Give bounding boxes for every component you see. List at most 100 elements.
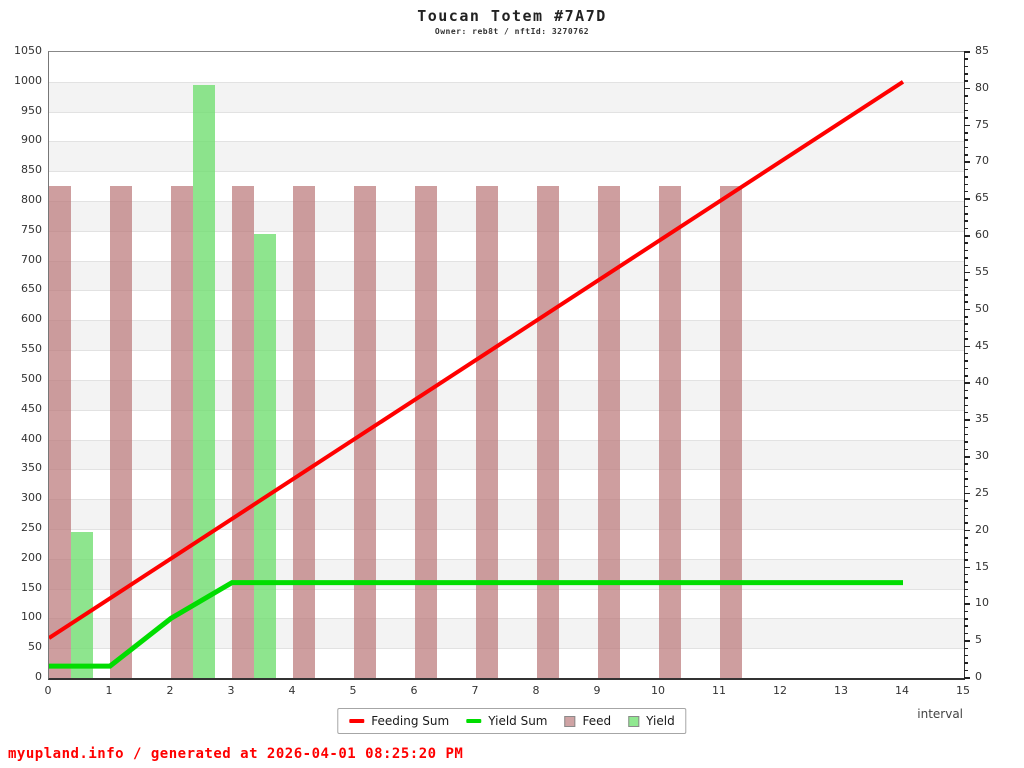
y-left-tick-label: 1050 [14,44,42,57]
gridline [49,260,964,262]
y-right-tick-label: 70 [975,154,989,168]
y-left-tick-label: 500 [21,371,42,385]
yield-bar [193,84,215,678]
y-right-minor-tick [964,551,968,554]
y-right-tick-label: 60 [975,228,989,242]
y-left-tick-label: 50 [28,640,42,654]
feeding-sum-line-swatch [349,719,365,723]
gridline [49,141,964,143]
y-right-minor-tick [964,109,968,112]
y-right-tick-label: 5 [975,633,982,647]
legend: Feeding Sum Yield Sum Feed Yield [337,708,687,734]
y-right-major-tick [964,677,970,679]
y-left-tick-label: 950 [21,103,42,117]
y-right-major-tick [964,640,970,642]
x-tick-label: 7 [471,684,479,697]
y-right-major-tick [964,419,970,421]
y-right-minor-tick [964,610,968,613]
y-left-tick-label: 600 [21,312,42,326]
x-tick-label: 3 [227,684,235,697]
y-right-minor-tick [964,316,968,318]
y-right-minor-tick [964,632,968,635]
y-right-minor-tick [964,168,968,171]
y-right-minor-tick [964,190,968,193]
x-tick-label: 9 [593,684,601,697]
y-right-tick-label: 35 [975,412,989,426]
x-tick-label: 5 [349,684,357,697]
y-right-minor-tick [964,500,968,502]
y-right-minor-tick [964,544,968,546]
y-right-minor-tick [964,441,968,443]
legend-label: Feed [582,714,612,728]
y-left-tick-label: 750 [21,222,42,236]
gridline [49,499,964,501]
legend-item-yield-sum: Yield Sum [466,714,548,728]
y-right-minor-tick [964,73,968,75]
y-right-minor-tick [964,213,968,215]
x-tick-label: 11 [712,684,726,697]
gridline [49,320,964,322]
legend-label: Yield [646,714,675,728]
y-right-tick-label: 65 [975,191,989,205]
gridline [49,81,964,83]
legend-label: Feeding Sum [371,714,450,728]
y-right-minor-tick [964,367,968,370]
x-tick-label: 8 [532,684,540,697]
y-right-minor-tick [964,301,968,303]
y-right-tick-label: 75 [975,117,989,131]
y-right-minor-tick [964,249,968,252]
y-right-minor-tick [964,411,968,414]
feed-bar [49,186,71,678]
y-right-minor-tick [964,95,968,97]
y-right-minor-tick [964,117,968,119]
y-right-minor-tick [964,286,968,289]
y-right-minor-tick [964,257,968,259]
x-axis-title: interval [917,707,963,721]
x-tick-label: 0 [44,684,52,697]
feed-bar [659,186,681,678]
y-right-minor-tick [964,654,968,657]
y-right-major-tick [964,345,970,348]
y-right-major-tick [964,235,970,237]
y-right-minor-tick [964,573,968,576]
y-left-tick-label: 850 [21,163,42,177]
gridline [49,350,964,352]
feed-bar [110,186,132,678]
yield-sum-line-swatch [466,719,482,723]
y-right-minor-tick [964,478,968,480]
gridline [49,201,964,203]
x-tick-label: 2 [166,684,174,697]
y-right-minor-tick [964,264,968,267]
y-left-tick-label: 250 [21,520,42,534]
y-right-major-tick [964,456,970,458]
y-right-major-tick [964,308,970,311]
y-right-minor-tick [964,294,968,296]
y-right-major-tick [964,271,970,274]
y-left-tick-label: 1000 [14,73,42,87]
y-right-minor-tick [964,433,968,436]
feed-bar [293,186,315,678]
y-left-tick-label: 300 [21,491,42,505]
y-left-tick-label: 900 [21,133,42,147]
y-right-minor-tick [964,205,968,208]
y-right-major-tick [964,198,970,200]
y-right-minor-tick [964,669,968,672]
gridline [49,409,964,411]
feed-bar [232,186,254,678]
y-right-minor-tick [964,352,968,355]
y-right-tick-label: 40 [975,375,989,389]
y-right-minor-tick [964,595,968,598]
y-right-minor-tick [964,338,968,340]
feed-bar [415,186,437,678]
y-left-tick-label: 200 [21,550,42,564]
y-right-minor-tick [964,397,968,399]
y-right-major-tick [964,492,970,495]
chart-title: Toucan Totem #7A7D [417,7,607,25]
y-left-tick-label: 800 [21,193,42,207]
feed-bar [598,186,620,678]
y-right-minor-tick [964,426,968,429]
line-layer [49,80,905,669]
gridline [49,648,964,650]
y-right-tick-label: 80 [975,80,989,94]
x-tick-label: 14 [895,684,909,697]
